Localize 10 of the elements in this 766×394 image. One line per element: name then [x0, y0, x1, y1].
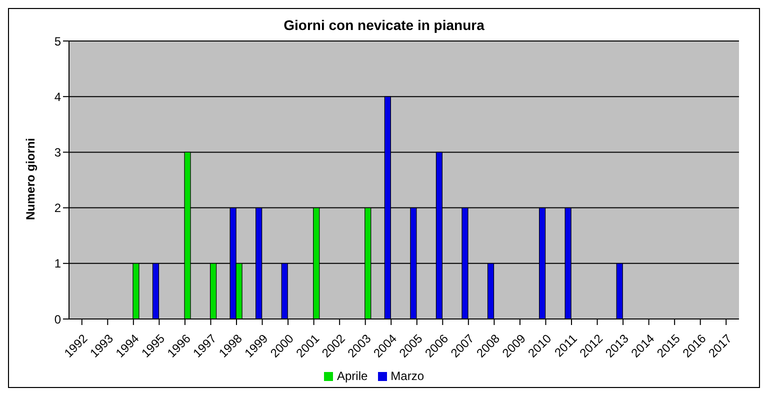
- y-tick-label: 5: [54, 34, 62, 48]
- y-tick-label: 4: [54, 90, 62, 104]
- y-tick-label: 1: [54, 256, 62, 271]
- legend-label: Aprile: [336, 369, 368, 383]
- legend-label: Marzo: [390, 369, 424, 383]
- y-tick-label: 2: [54, 201, 62, 216]
- y-axis-title: Numero giorni: [23, 138, 38, 220]
- y-tick-label: 3: [54, 145, 62, 160]
- chart-title: Giorni con nevicate in pianura: [284, 17, 484, 33]
- y-tick-label: 0: [54, 312, 62, 326]
